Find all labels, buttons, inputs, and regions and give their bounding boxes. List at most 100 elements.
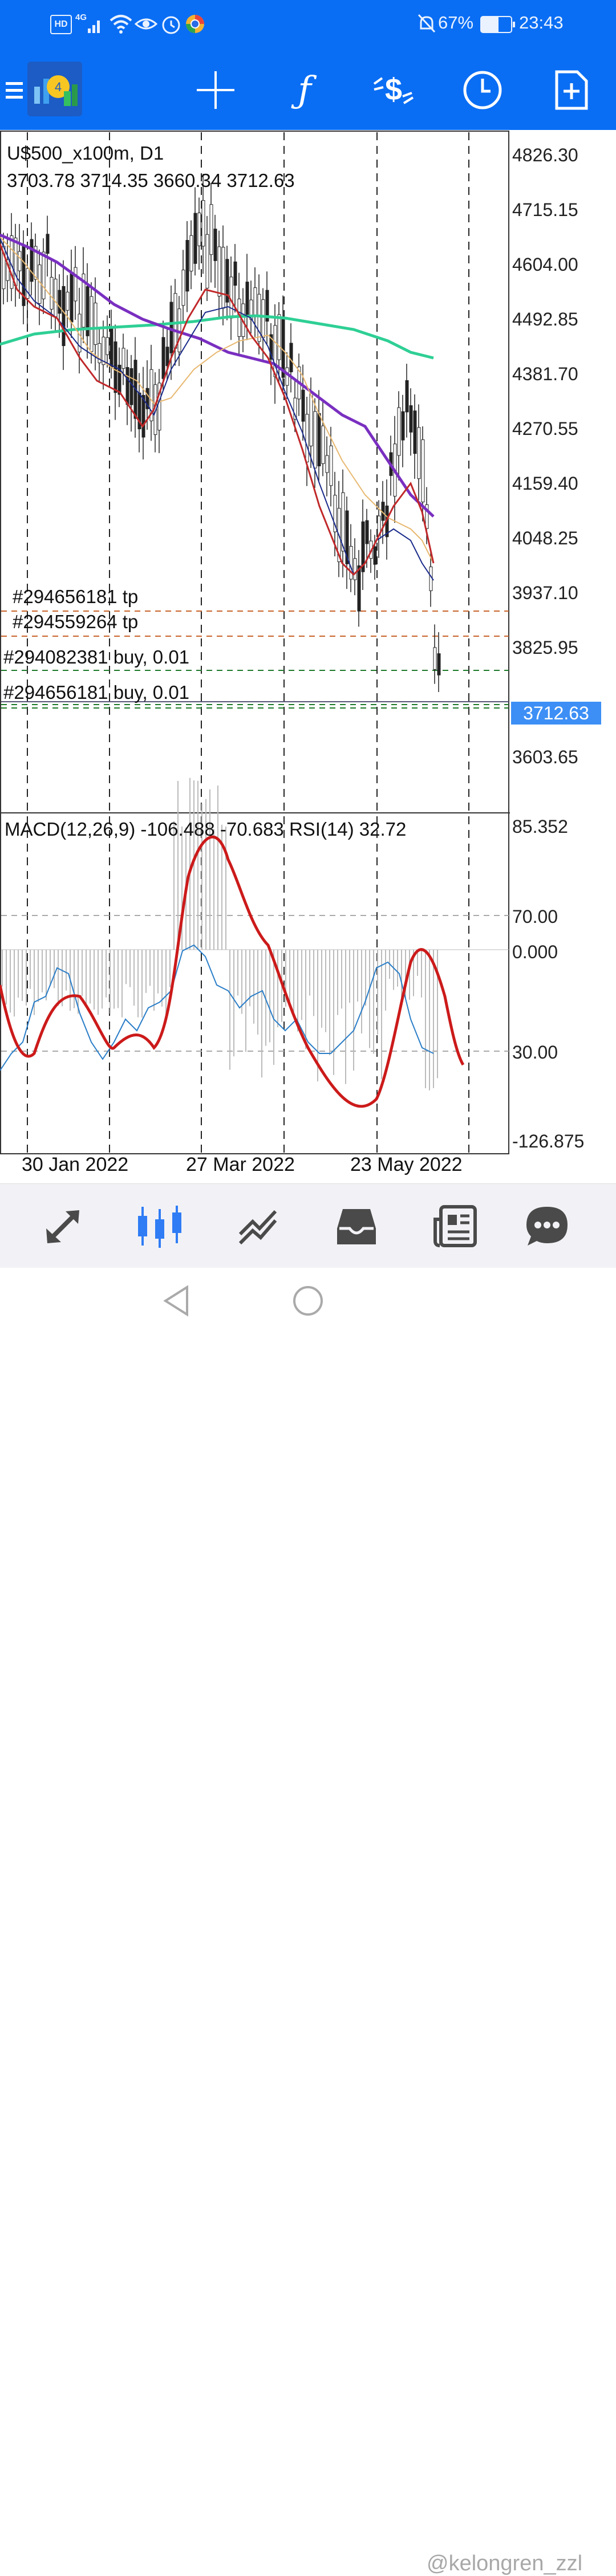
candle-body: [413, 410, 417, 454]
battery-icon: [480, 16, 515, 33]
candle-body: [42, 251, 46, 299]
price-label: 3937.10: [512, 583, 578, 603]
candle-body: [173, 293, 177, 349]
ma-tan: [0, 237, 434, 564]
history-icon[interactable]: [325, 1198, 388, 1255]
candle-body: [353, 558, 357, 580]
eye-icon: [135, 18, 157, 30]
new-order-icon[interactable]: [543, 62, 600, 119]
candle-body: [269, 334, 273, 360]
quotes-icon[interactable]: [32, 1198, 95, 1255]
candle-body: [361, 521, 365, 572]
function-icon[interactable]: ƒ: [298, 69, 311, 111]
candle-body: [181, 270, 185, 306]
alarm-icon: [162, 16, 180, 34]
trade-icon[interactable]: $: [365, 62, 422, 119]
macd-histogram: [2, 778, 438, 1090]
candle-body: [94, 303, 98, 345]
candle-body: [317, 413, 321, 467]
date-label: 30 Jan 2022: [22, 1154, 129, 1175]
crosshair-icon[interactable]: [187, 62, 244, 119]
candle-body: [102, 336, 106, 365]
date-label: 27 Mar 2022: [186, 1154, 295, 1175]
candle-body: [253, 287, 257, 316]
symbol-timeframe: U$500_x100m, D1: [7, 143, 164, 164]
candle-body: [397, 407, 401, 456]
candle-body: [137, 392, 141, 430]
home-icon[interactable]: [291, 1284, 325, 1318]
back-icon[interactable]: [160, 1284, 194, 1318]
candle-body: [86, 286, 90, 336]
price-label: 4048.25: [512, 528, 578, 548]
bottom-navigation: [0, 1183, 616, 1268]
candle-body: [169, 302, 173, 353]
candle-body: [329, 445, 333, 486]
trade-icon[interactable]: [227, 1198, 290, 1255]
candle-body: [289, 343, 293, 372]
candle-body: [205, 234, 209, 288]
watermark: @kelongren_zzl: [427, 2551, 583, 2575]
timeframe-clock-icon[interactable]: [454, 62, 511, 119]
candle-body: [277, 314, 281, 360]
candle-body: [313, 411, 317, 469]
candle-body: [145, 388, 149, 409]
order-label-tp-1: #294656181 tp: [13, 586, 139, 607]
price-label: 3825.95: [512, 637, 578, 658]
indicator-label: 70.00: [512, 906, 558, 927]
date-label: 23 May 2022: [350, 1154, 463, 1175]
ma-teal: [0, 314, 434, 360]
candle-body: [90, 296, 94, 352]
candle-body: [333, 495, 337, 532]
clock: 23:43: [519, 13, 564, 32]
wifi-icon: [110, 15, 132, 34]
macd-signal-line: [0, 835, 465, 1108]
candle-body: [221, 247, 225, 309]
candle-body: [421, 439, 425, 503]
candle-body: [265, 290, 269, 322]
current-price-tag: 3712.63: [511, 702, 601, 725]
candle-body: [401, 411, 405, 441]
indicator-values: MACD(12,26,9) -106.488 -70.683 RSI(14) 3…: [5, 819, 407, 840]
browser-icon: [186, 15, 204, 33]
svg-text:$: $: [385, 72, 402, 107]
candle-body: [345, 510, 349, 564]
candle-body: [217, 246, 221, 297]
chat-icon[interactable]: [516, 1198, 578, 1255]
candle-body: [373, 546, 377, 565]
candle-body: [349, 546, 353, 580]
app-logo-icon[interactable]: 4: [26, 60, 83, 117]
hd-icon: HD: [50, 15, 72, 34]
candle-body: [165, 347, 169, 367]
chart-icon[interactable]: [129, 1198, 192, 1255]
price-label: 4270.55: [512, 418, 578, 439]
candle-body: [305, 414, 309, 462]
candle-body: [225, 259, 229, 303]
candle-body: [301, 389, 305, 422]
candle-body: [62, 286, 66, 347]
candle-body: [257, 294, 261, 342]
chart-area[interactable]: U$500_x100m, D1 3703.78 3714.35 3660.34 …: [0, 130, 616, 1183]
price-label: 3603.65: [512, 747, 578, 767]
order-label-tp-2: #294559264 tp: [13, 611, 139, 632]
candle-body: [157, 382, 161, 431]
candle-body: [197, 213, 201, 246]
candle-body: [185, 240, 189, 292]
price-label: 4159.40: [512, 473, 578, 494]
candle-body: [365, 520, 369, 544]
indicator-levels: [1, 915, 509, 1052]
candle-body: [34, 246, 38, 280]
order-label-buy-2: #294656181 buy, 0.01: [3, 682, 190, 703]
candle-body: [74, 267, 78, 302]
mute-bell-icon: [418, 14, 436, 33]
menu-icon[interactable]: [0, 62, 40, 119]
price-label: 4492.85: [512, 309, 578, 329]
candle-body: [54, 279, 58, 318]
news-icon[interactable]: [424, 1198, 487, 1255]
price-chart[interactable]: [0, 130, 616, 1183]
candle-body: [245, 282, 249, 315]
candle-body: [18, 251, 22, 271]
candle-body: [82, 274, 86, 328]
candlesticks: [2, 174, 441, 693]
indicator-label: 85.352: [512, 816, 568, 837]
price-label: 4381.70: [512, 364, 578, 384]
